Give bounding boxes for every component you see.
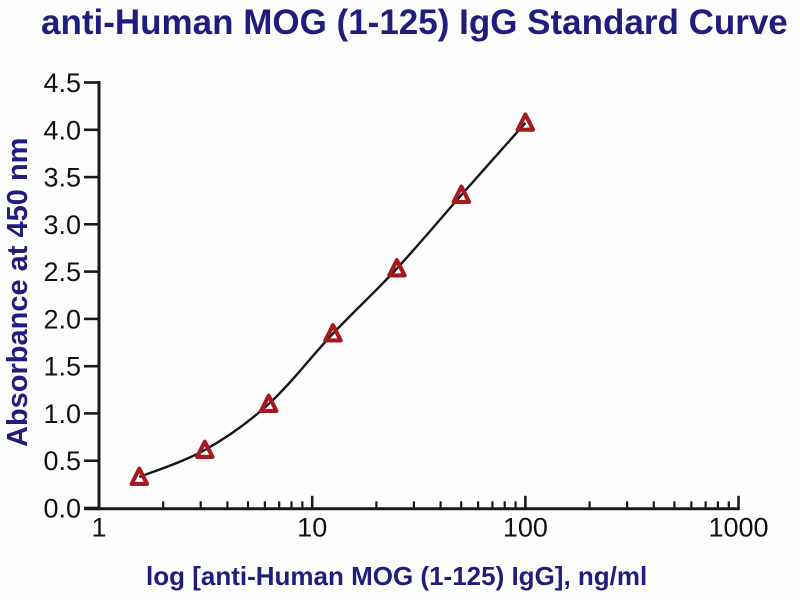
svg-text:1.0: 1.0 [43, 399, 81, 429]
svg-text:0.5: 0.5 [43, 446, 81, 476]
svg-text:log [anti-Human MOG (1-125) Ig: log [anti-Human MOG (1-125) IgG], ng/ml [146, 561, 647, 591]
svg-text:4.0: 4.0 [43, 115, 81, 145]
svg-text:10: 10 [297, 513, 327, 543]
svg-text:100: 100 [503, 513, 548, 543]
svg-text:1000: 1000 [708, 513, 768, 543]
svg-text:1.5: 1.5 [43, 352, 81, 382]
svg-text:Absorbance at 450 nm: Absorbance at 450 nm [2, 138, 34, 447]
svg-text:3.0: 3.0 [43, 210, 81, 240]
svg-text:2.0: 2.0 [43, 304, 81, 334]
svg-text:anti-Human MOG (1-125) IgG Sta: anti-Human MOG (1-125) IgG Standard Curv… [41, 3, 788, 42]
svg-text:0.0: 0.0 [43, 494, 81, 524]
svg-text:1: 1 [91, 513, 106, 543]
svg-text:3.5: 3.5 [43, 163, 81, 193]
svg-text:2.5: 2.5 [43, 257, 81, 287]
svg-text:4.5: 4.5 [43, 68, 81, 98]
